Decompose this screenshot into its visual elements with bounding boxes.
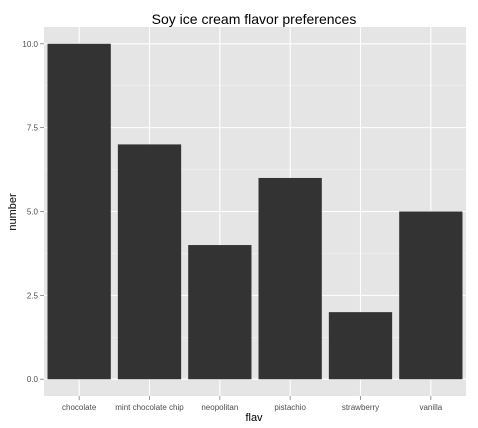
x-tick-label: strawberry: [342, 403, 379, 412]
y-axis: 0.0 2.5 5.0 7.5 10.0: [22, 40, 44, 384]
y-tick-label: 0.0: [27, 375, 39, 384]
x-axis: chocolate mint chocolate chip neopolitan pi…: [62, 396, 443, 412]
y-tick-label: 7.5: [27, 124, 39, 133]
chart-title: Soy ice cream flavor preferences: [152, 11, 357, 27]
x-tick-label: chocolate: [62, 403, 97, 412]
bar-neopolitan: [188, 245, 252, 380]
y-tick-label: 2.5: [27, 291, 39, 300]
bars: [47, 43, 463, 380]
x-axis-title: flav: [245, 412, 263, 424]
x-tick-label: neopolitan: [201, 403, 238, 412]
bar-chocolate: [47, 43, 111, 380]
bar-strawberry: [328, 312, 393, 380]
bar-mint-chocolate-chip: [117, 144, 182, 380]
y-tick-label: 5.0: [27, 208, 39, 217]
x-tick-label: vanilla: [419, 403, 442, 412]
x-tick-label: mint chocolate chip: [115, 403, 184, 412]
y-axis-title: number: [7, 193, 19, 231]
bar-vanilla: [399, 211, 463, 380]
y-tick-label: 10.0: [22, 40, 38, 49]
bar-pistachio: [258, 177, 322, 380]
x-tick-label: pistachio: [274, 403, 306, 412]
